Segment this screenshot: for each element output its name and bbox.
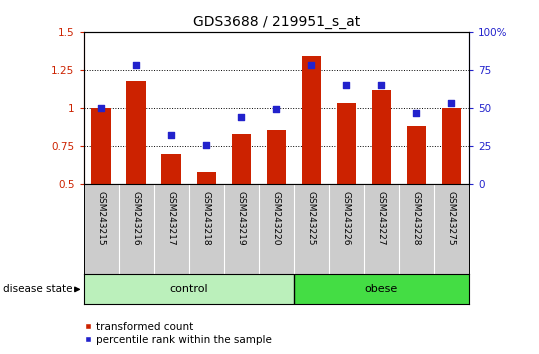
Bar — [162, 154, 181, 184]
Point — [447, 101, 456, 106]
Text: obese: obese — [365, 284, 398, 295]
Bar — [407, 126, 426, 184]
Text: GSM243218: GSM243218 — [202, 191, 211, 246]
Bar — [232, 134, 251, 184]
Point — [272, 107, 281, 112]
Point — [377, 82, 386, 88]
Bar — [267, 130, 286, 184]
Point — [132, 63, 140, 68]
Bar — [302, 56, 321, 184]
Bar — [84, 274, 294, 304]
Text: GSM243215: GSM243215 — [96, 191, 106, 246]
Text: GSM243225: GSM243225 — [307, 191, 316, 246]
Point — [167, 132, 176, 138]
Text: GSM243217: GSM243217 — [167, 191, 176, 246]
Text: GSM243220: GSM243220 — [272, 191, 281, 246]
Text: control: control — [169, 284, 208, 295]
Text: GSM243219: GSM243219 — [237, 191, 246, 246]
Point — [237, 114, 246, 120]
Bar — [372, 90, 391, 184]
Bar — [197, 172, 216, 184]
Point — [412, 110, 421, 115]
Bar — [92, 108, 110, 184]
Point — [342, 82, 351, 88]
Bar — [127, 81, 146, 184]
Text: GSM243228: GSM243228 — [412, 191, 421, 246]
Bar — [294, 274, 469, 304]
Legend: transformed count, percentile rank within the sample: transformed count, percentile rank withi… — [84, 322, 272, 345]
Text: GSM243216: GSM243216 — [132, 191, 141, 246]
Bar — [337, 103, 356, 184]
Text: GSM243227: GSM243227 — [377, 191, 386, 246]
Text: GSM243275: GSM243275 — [447, 191, 456, 246]
Point — [97, 105, 106, 111]
Text: disease state: disease state — [3, 284, 72, 295]
Text: GSM243226: GSM243226 — [342, 191, 351, 246]
Title: GDS3688 / 219951_s_at: GDS3688 / 219951_s_at — [192, 16, 360, 29]
Bar — [442, 108, 461, 184]
Point — [202, 142, 211, 147]
Point — [307, 63, 316, 68]
